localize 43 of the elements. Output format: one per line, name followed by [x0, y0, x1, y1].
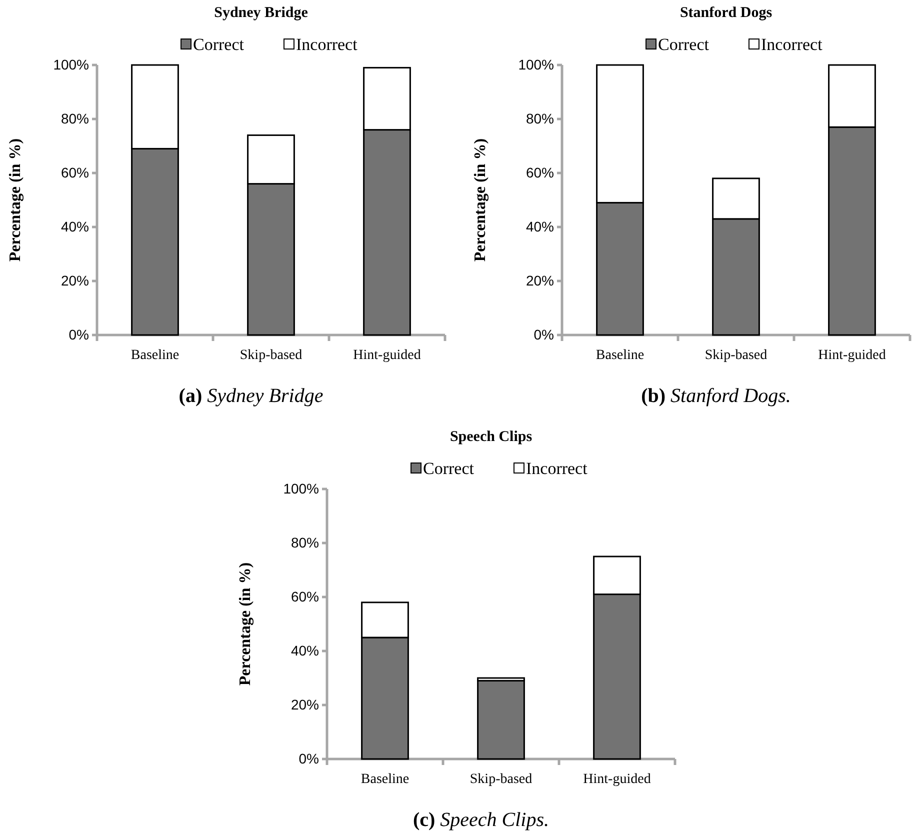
y-tick-label: 60% — [526, 164, 554, 180]
legend-label: Correct — [193, 35, 244, 54]
x-tick-label: Baseline — [360, 772, 410, 787]
x-tick-label: Hint-guided — [583, 772, 651, 787]
y-tick-label: 0% — [534, 326, 554, 342]
chart-title: Sydney Bridge — [214, 5, 308, 21]
x-tick-label: Baseline — [596, 348, 644, 363]
y-tick-label: 0% — [298, 750, 319, 766]
x-tick-label: Skip-based — [470, 772, 532, 787]
y-tick-label: 40% — [60, 218, 89, 234]
y-tick-label: 40% — [290, 642, 319, 658]
x-tick-label: Hint-guided — [818, 348, 886, 363]
y-tick-label: 80% — [60, 110, 89, 126]
y-tick-label: 20% — [526, 272, 554, 288]
y-tick-label: 100% — [518, 56, 554, 72]
y-axis-title: Percentage (in %) — [7, 138, 24, 262]
x-tick-label: Skip-based — [240, 348, 302, 363]
legend-label: Incorrect — [760, 35, 823, 54]
legend-label: Incorrect — [526, 459, 588, 478]
bar — [477, 680, 525, 760]
y-tick-label: 40% — [526, 218, 554, 234]
text: (c) Speech Clips. — [412, 809, 550, 831]
chart-title: Speech Clips — [450, 429, 532, 445]
legend-label: Correct — [658, 35, 710, 54]
text: (a) Sydney Bridge — [178, 385, 324, 407]
text: (b) Stanford Dogs. — [641, 385, 791, 407]
y-tick-label: 20% — [290, 696, 319, 712]
y-tick-label: 0% — [68, 326, 89, 342]
chart-title: Stanford Dogs — [680, 5, 772, 21]
x-tick-label: Baseline — [130, 348, 180, 363]
legend-label: Incorrect — [296, 35, 358, 54]
y-axis-title: Percentage (in %) — [472, 138, 489, 262]
legend-label: Correct — [423, 459, 474, 478]
x-tick-label: Skip-based — [704, 348, 768, 363]
y-tick-label: 60% — [60, 164, 89, 180]
y-tick-label: 100% — [53, 56, 89, 72]
y-tick-label: 80% — [526, 110, 554, 126]
y-tick-label: 20% — [60, 272, 89, 288]
y-axis-title: Percentage (in %) — [237, 562, 254, 686]
y-tick-label: 60% — [290, 588, 319, 604]
y-tick-label: 80% — [290, 534, 319, 550]
y-tick-label: 100% — [283, 480, 319, 496]
x-tick-label: Hint-guided — [353, 348, 421, 363]
